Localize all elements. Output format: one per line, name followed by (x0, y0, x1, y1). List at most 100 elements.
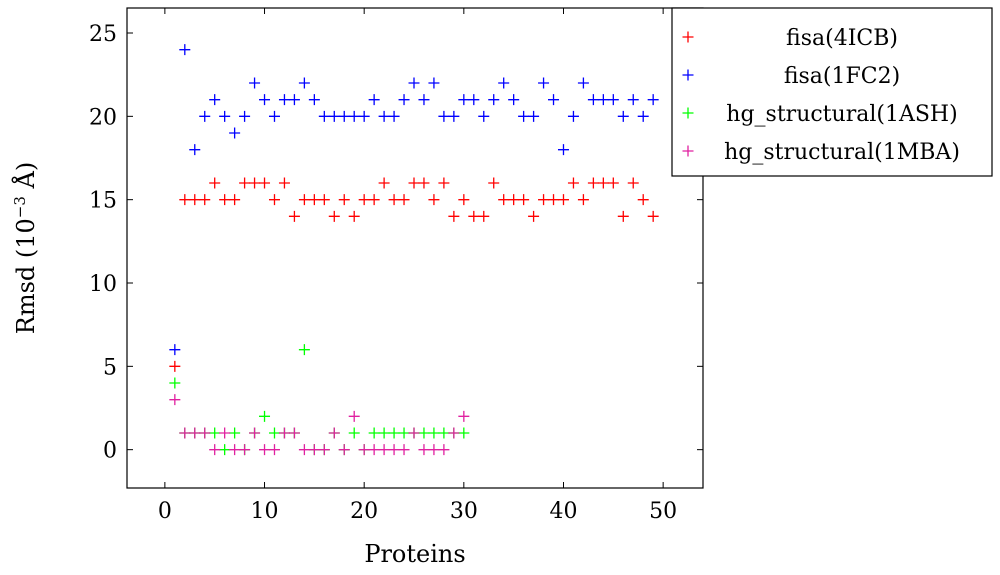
legend-marker (682, 145, 694, 157)
data-point (448, 427, 460, 439)
data-point (278, 177, 290, 189)
legend-label: hg_structural(1ASH) (726, 102, 957, 127)
data-point (338, 444, 350, 456)
data-point (587, 94, 599, 106)
data-point (209, 444, 221, 456)
data-point (418, 94, 430, 106)
data-point (199, 194, 211, 206)
data-point (378, 444, 390, 456)
data-point (388, 427, 400, 439)
data-point (597, 177, 609, 189)
axis-ticks: 0 10 20 30 40 50 0 5 10 15 20 25 (89, 8, 703, 524)
legend-box (671, 7, 993, 177)
legend-marker (682, 31, 694, 43)
legend: fisa(4ICB) fisa(1FC2) hg_structural(1ASH)h… (671, 7, 993, 177)
data-point (468, 94, 480, 106)
data-point (259, 410, 271, 422)
legend-entry: fisa(4ICB) (682, 26, 898, 51)
data-point (179, 427, 191, 439)
data-point (288, 94, 300, 106)
y-axis-title-exponent: −3 (11, 196, 29, 218)
plot-frame (126, 7, 704, 489)
series-1 (169, 177, 659, 372)
data-point (189, 144, 201, 156)
data-point (498, 77, 510, 89)
y-tick-label: 25 (89, 22, 117, 47)
data-point (488, 94, 500, 106)
data-point (478, 210, 490, 222)
x-tick-label: 0 (158, 499, 172, 524)
data-point (259, 177, 271, 189)
data-point (348, 427, 360, 439)
data-point (388, 444, 400, 456)
data-point (348, 410, 360, 422)
data-point (308, 194, 320, 206)
data-point (408, 427, 420, 439)
data-point (239, 444, 251, 456)
data-point (398, 427, 410, 439)
data-point (219, 110, 231, 122)
data-point (458, 94, 470, 106)
data-point (468, 210, 480, 222)
data-point (448, 210, 460, 222)
data-point (268, 110, 280, 122)
data-point (577, 77, 589, 89)
data-point (388, 110, 400, 122)
data-point (328, 427, 340, 439)
data-point (528, 110, 540, 122)
data-point (318, 194, 330, 206)
data-point (239, 177, 251, 189)
data-point (418, 427, 430, 439)
data-point (438, 444, 450, 456)
y-axis-title-main: Rmsd (10 (12, 218, 40, 334)
x-axis-title: Proteins (364, 540, 465, 568)
series-3 (169, 344, 470, 456)
data-point (408, 177, 420, 189)
data-point (268, 427, 280, 439)
data-point (318, 444, 330, 456)
data-point (428, 77, 440, 89)
data-point (368, 94, 380, 106)
x-tick-label: 10 (251, 499, 279, 524)
data-point (169, 394, 181, 406)
data-point (538, 194, 550, 206)
x-tick-label: 50 (649, 499, 677, 524)
data-point (169, 377, 181, 389)
data-point (458, 194, 470, 206)
data-point (268, 444, 280, 456)
data-point (557, 144, 569, 156)
data-point (298, 77, 310, 89)
data-point (577, 194, 589, 206)
data-point (607, 177, 619, 189)
data-point (179, 44, 191, 56)
data-point (587, 177, 599, 189)
data-point (518, 110, 530, 122)
data-point (308, 444, 320, 456)
y-tick-label: 10 (89, 272, 117, 297)
data-point (637, 110, 649, 122)
x-tick-label: 20 (350, 499, 378, 524)
data-point (378, 177, 390, 189)
data-point (388, 194, 400, 206)
data-point (478, 110, 490, 122)
data-point (209, 177, 221, 189)
data-point (288, 427, 300, 439)
data-point (259, 94, 271, 106)
data-point (219, 444, 231, 456)
data-point (328, 210, 340, 222)
data-point (229, 127, 241, 139)
data-point (597, 94, 609, 106)
data-point (438, 110, 450, 122)
data-point (617, 210, 629, 222)
data-point (328, 110, 340, 122)
data-point (498, 194, 510, 206)
data-point (209, 427, 221, 439)
data-point (229, 427, 241, 439)
data-point (548, 194, 560, 206)
data-point (298, 194, 310, 206)
legend-marker (682, 69, 694, 81)
data-point (448, 110, 460, 122)
data-point (169, 360, 181, 372)
data-point (229, 194, 241, 206)
